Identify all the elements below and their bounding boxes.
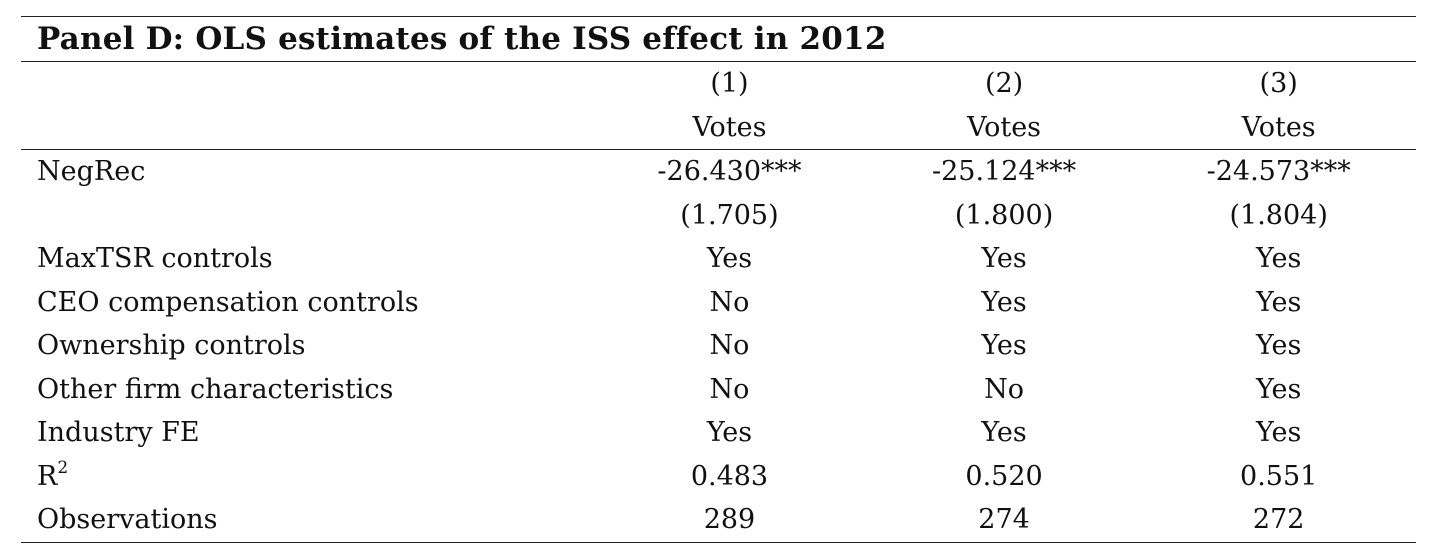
- table-cell: Yes: [1256, 417, 1302, 449]
- table-cell: Yes: [981, 417, 1027, 449]
- header-label-cell: [21, 62, 592, 106]
- row-label-r-squared: R2: [21, 455, 592, 499]
- results-table: (1) (2) (3) Votes Votes Votes NegRec -26…: [21, 62, 1416, 542]
- table-cell: Yes: [1256, 330, 1302, 362]
- table-cell: Yes: [1256, 243, 1302, 275]
- table-cell: 289: [703, 504, 756, 536]
- table-row: Observations 289 274 272: [21, 498, 1416, 542]
- bottom-rule: [21, 541, 1416, 543]
- table-row: Ownership controls No Yes Yes: [21, 324, 1416, 368]
- title-rule: [21, 61, 1416, 62]
- table-row: (1.705) (1.800) (1.804): [21, 194, 1416, 238]
- standard-error-cell: (1.800): [954, 199, 1054, 231]
- table-cell: Yes: [1256, 373, 1302, 405]
- table-cell: 274: [978, 504, 1030, 536]
- table-cell: No: [709, 330, 750, 362]
- coefficient-cell: -26.430***: [657, 156, 802, 188]
- table-row: Other firm characteristics No No Yes: [21, 368, 1416, 412]
- table-row: CEO compensation controls No Yes Yes: [21, 281, 1416, 325]
- table-cell: 0.551: [1240, 460, 1318, 492]
- table-cell: 272: [1252, 504, 1305, 536]
- standard-error-cell: (1.804): [1229, 199, 1328, 231]
- top-rule: [21, 16, 1416, 17]
- column-number: (1): [710, 68, 749, 100]
- table-cell: No: [709, 286, 750, 318]
- table-cell: No: [709, 373, 750, 405]
- table-cell: No: [984, 373, 1024, 405]
- column-number-row: (1) (2) (3): [21, 62, 1416, 106]
- dependent-variable: Votes: [1141, 105, 1416, 150]
- row-label: NegRec: [37, 156, 146, 188]
- row-label: Observations: [37, 504, 218, 536]
- row-label: R: [37, 461, 58, 493]
- results-table-panel: Panel D: OLS estimates of the ISS effect…: [21, 16, 1416, 543]
- column-number: (2): [984, 68, 1024, 100]
- table-cell: Yes: [981, 330, 1027, 362]
- dependent-variable-row: Votes Votes Votes: [21, 105, 1416, 150]
- coefficient-cell: -24.573***: [1206, 156, 1351, 188]
- row-label: Other firm characteristics: [37, 373, 394, 405]
- row-label: Ownership controls: [37, 330, 306, 362]
- table-cell: Yes: [981, 243, 1027, 275]
- table-cell: Yes: [706, 243, 753, 275]
- table-row: R2 0.483 0.520 0.551: [21, 455, 1416, 499]
- table-cell: Yes: [1256, 286, 1302, 318]
- row-label: MaxTSR controls: [37, 243, 273, 275]
- row-label: CEO compensation controls: [37, 286, 419, 318]
- table-cell: 0.483: [690, 460, 769, 492]
- header-label-cell: [21, 105, 593, 150]
- dependent-variable: Votes: [866, 105, 1142, 150]
- table-cell: 0.520: [965, 460, 1043, 492]
- table-row: NegRec -26.430*** -25.124*** -24.573***: [21, 150, 1416, 194]
- table-cell: Yes: [706, 417, 753, 449]
- dependent-variable: Votes: [592, 105, 867, 150]
- row-label: Industry FE: [37, 417, 200, 449]
- row-label: [21, 194, 592, 238]
- panel-title: Panel D: OLS estimates of the ISS effect…: [37, 21, 887, 57]
- superscript: 2: [57, 458, 69, 479]
- table-row: Industry FE Yes Yes Yes: [21, 411, 1416, 455]
- coefficient-cell: -25.124***: [932, 156, 1077, 188]
- table-cell: Yes: [981, 286, 1027, 318]
- column-number: (3): [1259, 68, 1298, 100]
- standard-error-cell: (1.705): [680, 199, 779, 231]
- table-row: MaxTSR controls Yes Yes Yes: [21, 237, 1416, 281]
